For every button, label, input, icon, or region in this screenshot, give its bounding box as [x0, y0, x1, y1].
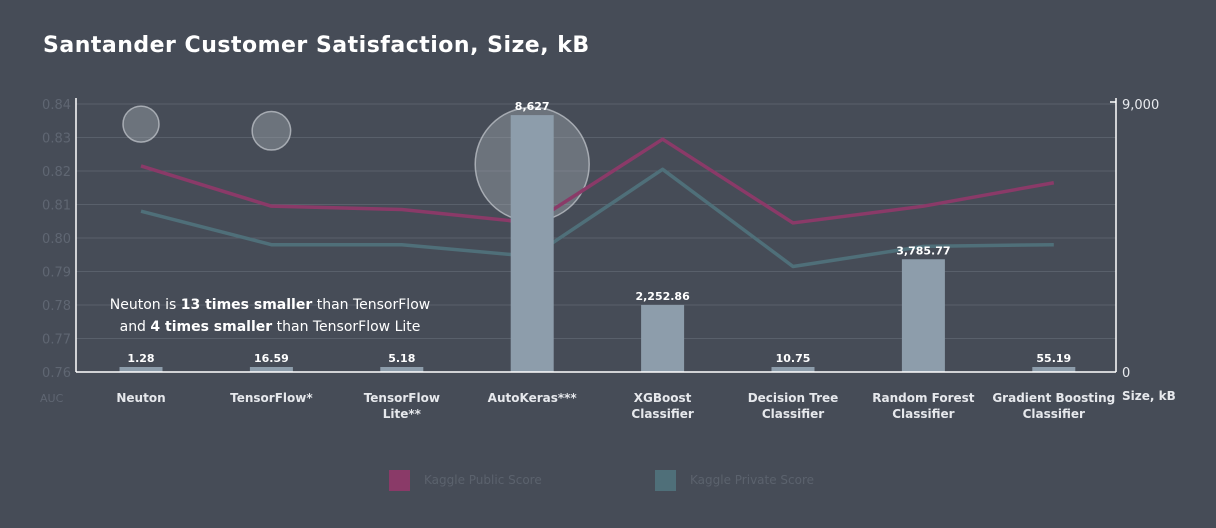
annotation: Neuton is 13 times smaller than TensorFl… — [110, 297, 430, 335]
category-label: Decision Tree Classifier — [748, 391, 839, 421]
category-label-line: Neuton — [116, 391, 165, 405]
category-label: Gradient Boosting Classifier — [992, 391, 1115, 421]
size-bar — [510, 115, 554, 372]
left-tick-label: 0.77 — [42, 333, 71, 348]
score-lines — [140, 137, 1055, 269]
left-tick-label: 0.82 — [42, 165, 71, 180]
size-bar — [771, 367, 815, 372]
line-series — [140, 167, 1054, 269]
bar-value-label: 2,252.86 — [635, 290, 690, 303]
annotation-segment: Neuton is — [110, 297, 181, 313]
size-bar — [380, 367, 424, 372]
category-label-line: Classifier — [762, 407, 824, 421]
bar-value-label: 1.28 — [127, 352, 154, 365]
legend-swatch — [389, 470, 410, 491]
right-axis-ticks: 9,000 0 — [1122, 98, 1159, 381]
category-label-line: Classifier — [1023, 407, 1085, 421]
annotation-line: Neuton is 13 times smaller than TensorFl… — [110, 297, 430, 313]
legend-label: Kaggle Public Score — [424, 473, 542, 487]
left-axis-ticks: 0.84 0.83 0.82 0.81 0.80 0.79 0.78 0.77 0.76 — [42, 98, 71, 381]
legend-label: Kaggle Private Score — [690, 473, 814, 487]
category-label-line: TensorFlow — [364, 391, 440, 405]
category-label-line: Lite** — [383, 407, 422, 421]
right-tick-label: 0 — [1122, 366, 1130, 381]
size-bar — [641, 304, 685, 372]
category-labels: Neuton TensorFlow* TensorFlow Lite** AutoKer… — [116, 391, 1115, 421]
category-label-line: Classifier — [892, 407, 954, 421]
left-axis-name: AUC — [40, 392, 64, 405]
axes: AUC Size, kB — [40, 98, 1176, 405]
annotation-segment: than TensorFlow Lite — [272, 319, 420, 335]
right-axis-name: Size, kB — [1122, 389, 1176, 403]
left-tick-label: 0.80 — [42, 232, 71, 247]
left-tick-label: 0.81 — [42, 199, 71, 214]
left-tick-label: 0.84 — [42, 98, 71, 113]
category-label: Random Forest Classifier — [872, 391, 975, 421]
category-label: Neuton — [116, 391, 165, 405]
category-label-line: XGBoost — [634, 391, 692, 405]
category-label: TensorFlow* — [230, 391, 313, 405]
category-label: AutoKeras*** — [488, 391, 578, 405]
right-tick-label: 9,000 — [1122, 98, 1159, 113]
category-label-line: Classifier — [631, 407, 693, 421]
bar-value-label: 8,627 — [515, 100, 550, 113]
size-bubble — [122, 105, 160, 143]
category-label-line: TensorFlow* — [230, 391, 313, 405]
left-tick-label: 0.78 — [42, 299, 71, 314]
size-bars: 1.28 16.59 5.18 8,627 2,252.86 10.75 3,785.77 5… — [119, 100, 1076, 372]
category-label-line: Gradient Boosting — [992, 391, 1115, 405]
category-label: XGBoost Classifier — [631, 391, 693, 421]
annotation-segment: and — [120, 319, 151, 335]
legend-swatch — [655, 470, 676, 491]
category-label-line: Decision Tree — [748, 391, 839, 405]
category-label-line: Random Forest — [872, 391, 975, 405]
size-bar — [249, 367, 293, 372]
annotation-segment: than TensorFlow — [312, 297, 430, 313]
size-bar — [1032, 367, 1076, 372]
category-label-line: AutoKeras*** — [488, 391, 578, 405]
legend: Kaggle Public Score Kaggle Private Score — [389, 470, 814, 491]
bar-value-label: 55.19 — [1036, 352, 1071, 365]
size-bubble — [251, 110, 292, 151]
bar-value-label: 16.59 — [254, 352, 289, 365]
size-bar — [901, 259, 945, 372]
annotation-line: and 4 times smaller than TensorFlow Lite — [120, 319, 421, 335]
chart-title: Santander Customer Satisfaction, Size, k… — [43, 33, 590, 58]
bar-value-label: 5.18 — [388, 352, 415, 365]
bar-value-label: 10.75 — [776, 352, 811, 365]
left-tick-label: 0.76 — [42, 366, 71, 381]
annotation-segment: 4 times smaller — [150, 319, 272, 335]
bar-value-label: 3,785.77 — [896, 244, 950, 257]
category-label: TensorFlow Lite** — [364, 391, 440, 421]
left-tick-label: 0.83 — [42, 132, 71, 147]
annotation-segment: 13 times smaller — [181, 297, 313, 313]
left-tick-label: 0.79 — [42, 266, 71, 281]
line-series — [140, 137, 1055, 225]
size-bar — [119, 367, 163, 372]
